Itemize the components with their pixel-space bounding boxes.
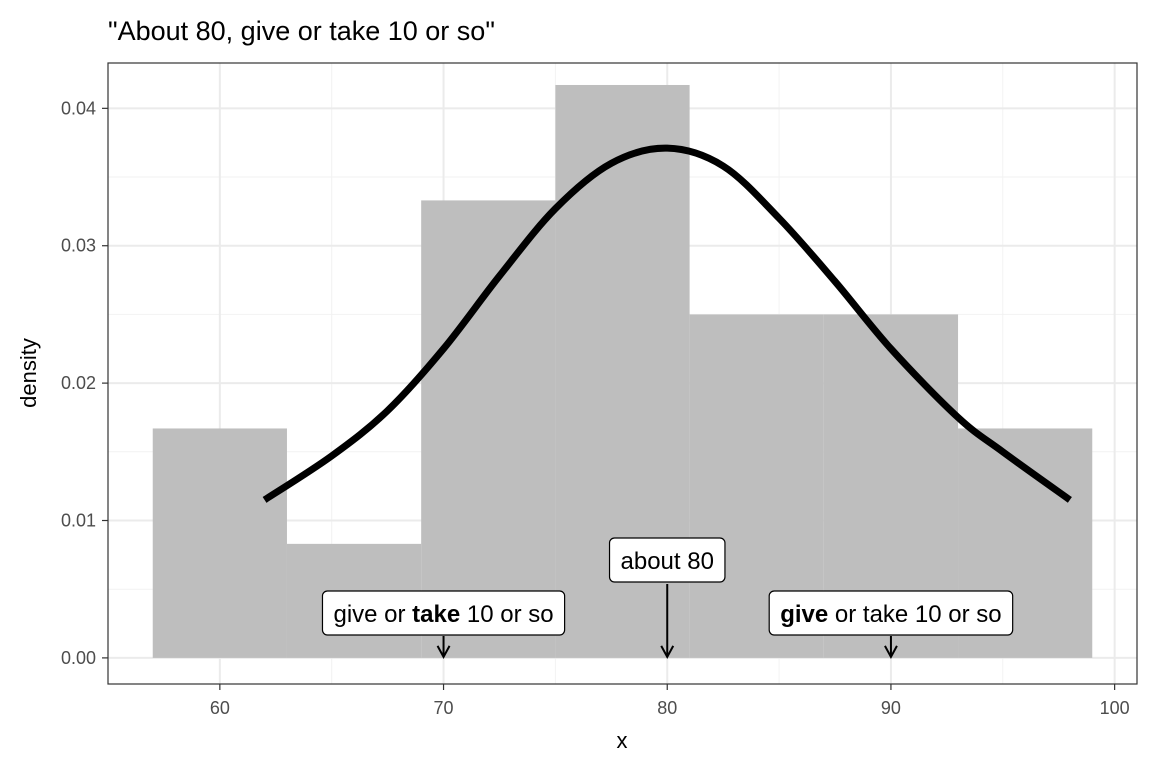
x-tick-label: 60 [210,698,230,718]
y-tick-label: 0.03 [61,236,96,256]
annotation-label-box [321,590,566,636]
y-tick-label: 0.01 [61,511,96,531]
annotation: give or take 10 or so [321,590,566,659]
annotation-label: give or take 10 or so [780,601,1001,628]
chart-title: "About 80, give or take 10 or so" [108,16,495,46]
annotation-label-box [608,537,726,583]
annotation-label: give or take 10 or so [333,601,553,628]
x-tick-label: 70 [434,698,454,718]
density-curve-layer [262,144,1072,503]
annotation-label-box [768,590,1014,636]
x-tick-label: 100 [1100,698,1130,718]
y-tick-label: 0.02 [61,373,96,393]
y-axis-title: density [16,338,41,408]
annotation: about 80 [608,537,726,659]
annotation-label-part: give [780,601,828,628]
histogram-bar [152,428,287,658]
annotation-label-part: about 80 [621,548,714,575]
annotation: give or take 10 or so [768,590,1014,659]
annotation-label-part: give or [333,601,412,628]
annotation-arrow-head [884,645,898,659]
x-tick-label: 90 [881,698,901,718]
annotation-arrow-head [660,645,675,659]
density-curve [262,144,1072,503]
y-tick-label: 0.00 [61,648,96,668]
histogram-bar [421,200,556,658]
panel-border [107,62,1138,685]
annotation-label-part: 10 or so [460,601,553,628]
annotation-arrow-head [436,645,451,659]
annotation-label-part: or take 10 or so [828,601,1001,628]
y-tick-label: 0.04 [61,98,96,118]
y-axis: 0.00 0.01 0.02 0.03 0.04 [61,98,108,668]
annotations: give or take 10 or so about 80 give or tak… [321,537,1014,659]
x-axis-title: x [617,728,628,753]
annotation-label-part: take [412,601,460,628]
x-axis: 60 70 80 90 100 [210,684,1130,718]
x-tick-label: 80 [657,698,677,718]
annotation-label: about 80 [621,548,714,575]
